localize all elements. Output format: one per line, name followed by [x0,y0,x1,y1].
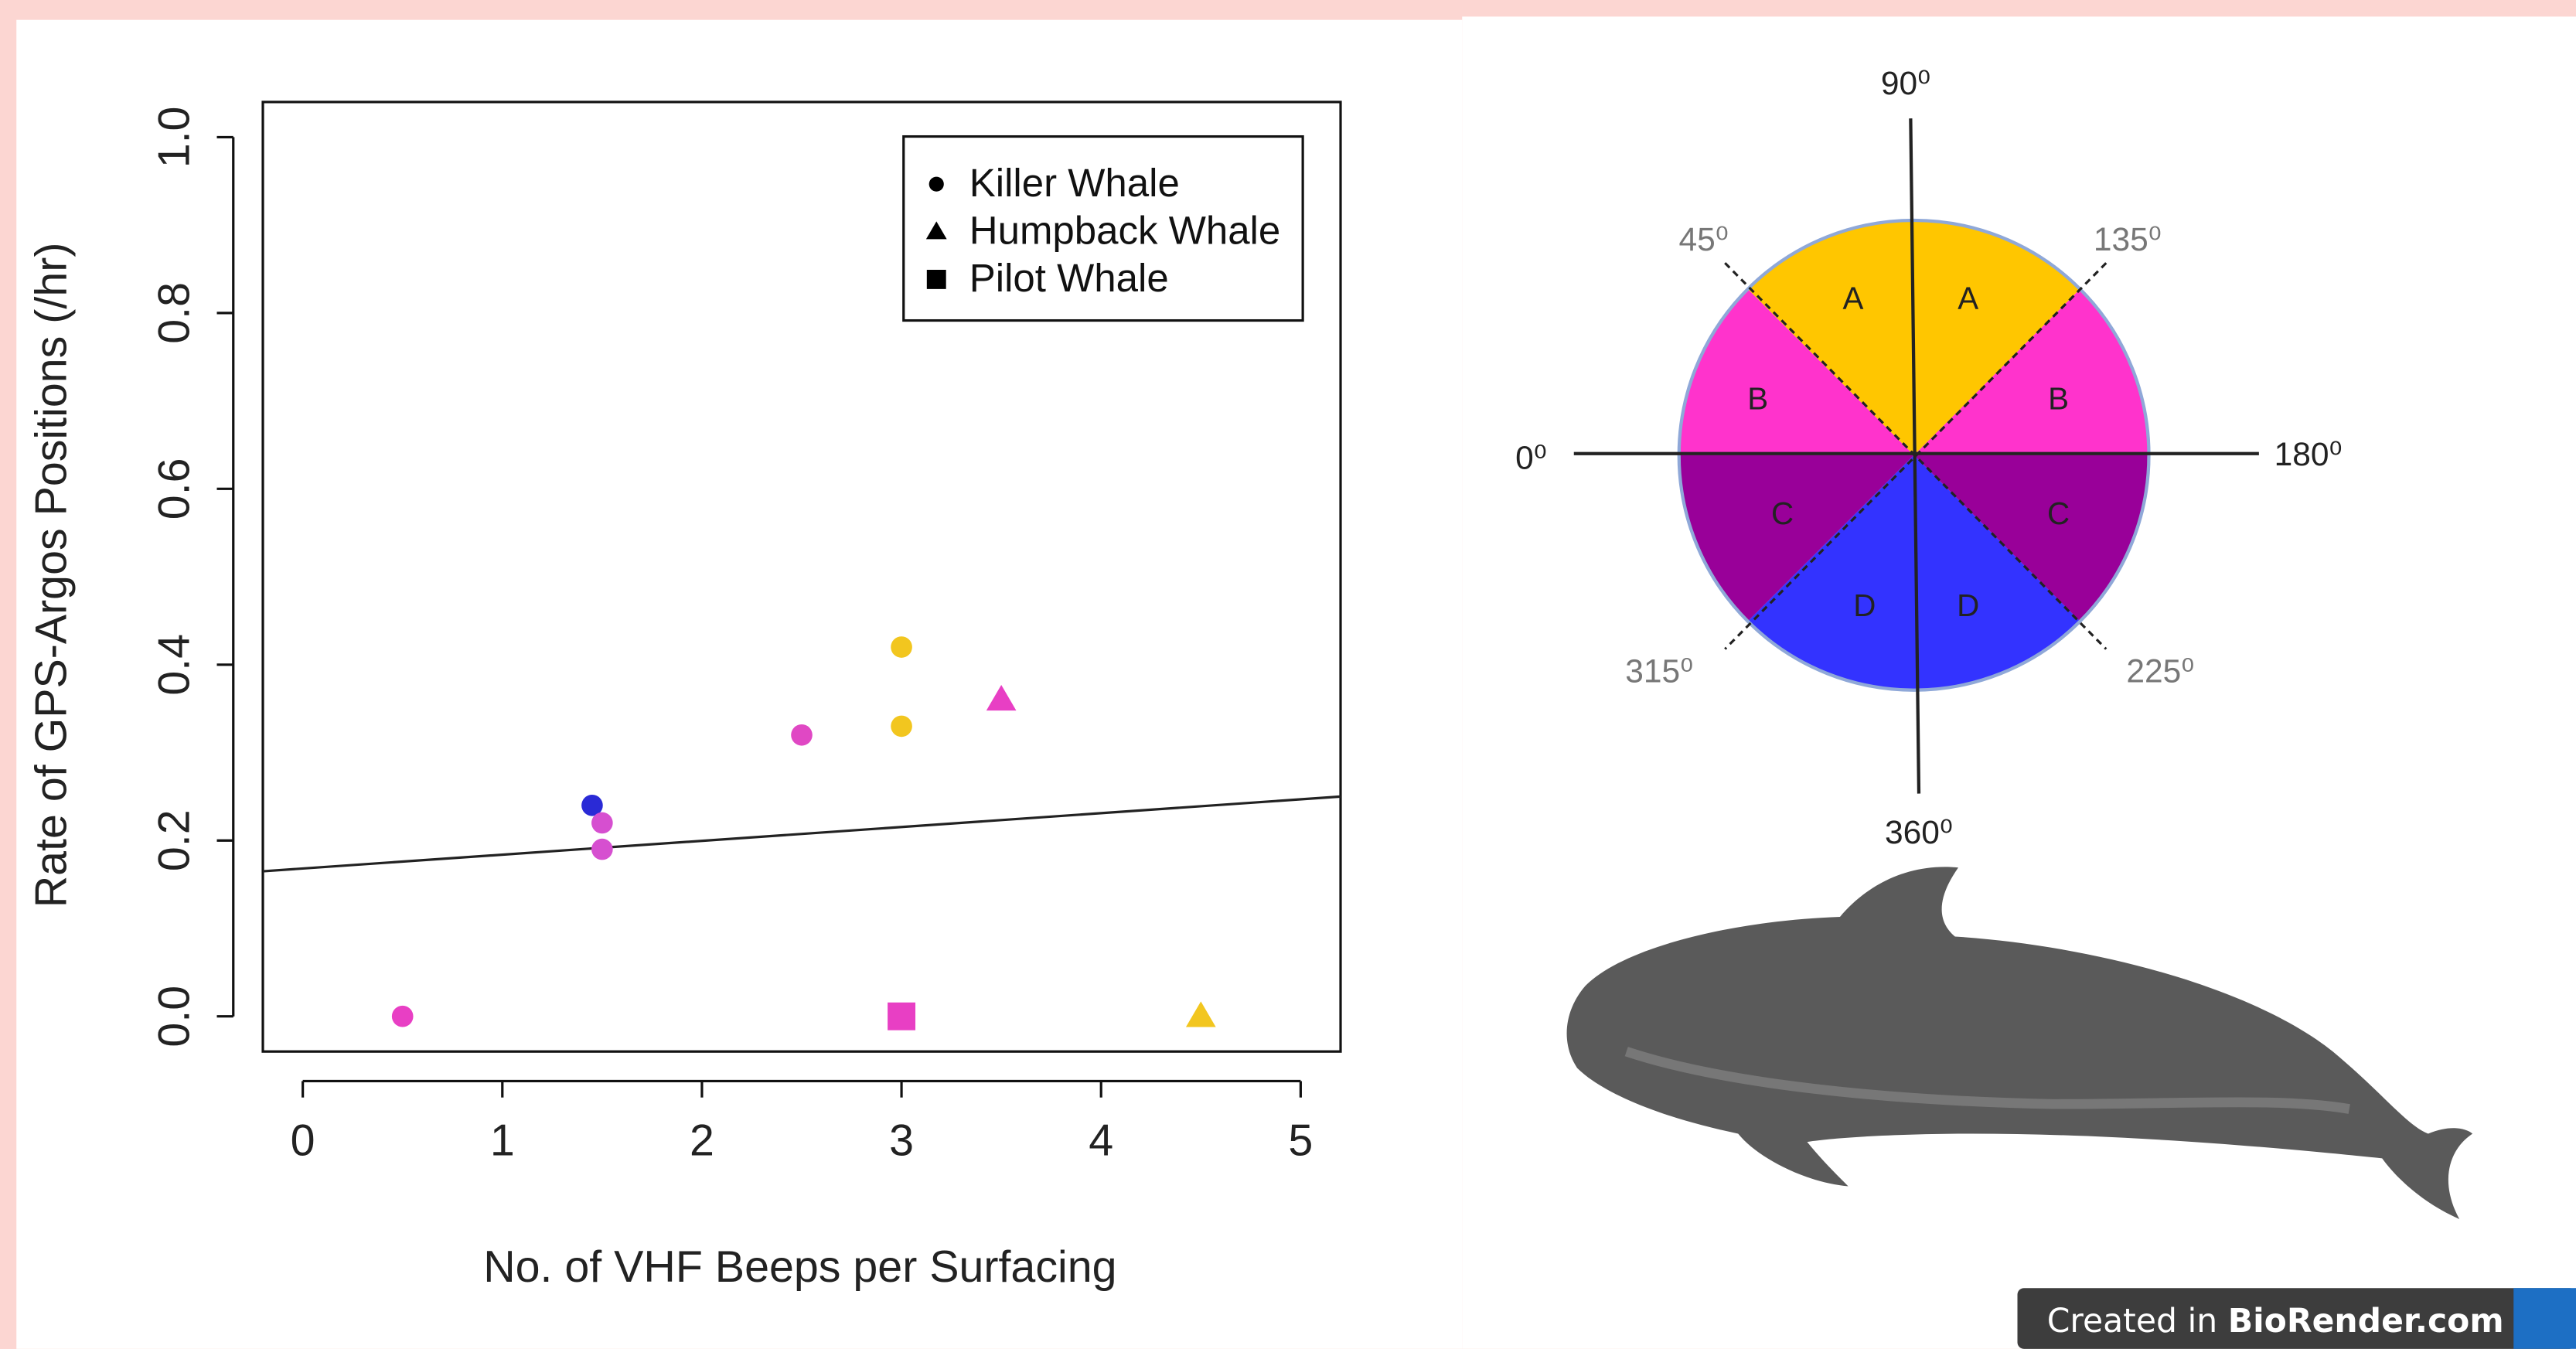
angle-label: 135⁰ [2094,222,2162,258]
point [888,1003,915,1030]
point [591,839,613,860]
x-axis-title: No. of VHF Beeps per Surfacing [483,1242,1116,1292]
badge-prefix: Created in [2047,1302,2228,1340]
badge-brand: BioRender.com [2228,1302,2504,1340]
legend-marker [927,270,946,289]
x-tick-label: 5 [1288,1116,1313,1165]
angle-label: 315⁰ [1625,654,1693,690]
angle-label: 45⁰ [1678,222,1728,258]
point [891,636,912,658]
sector-label: B [2048,380,2069,416]
angle-label: 90⁰ [1881,66,1930,102]
sector-label: A [1958,281,1978,316]
y-tick-label: 0.4 [150,634,199,696]
angle-label: 360⁰ [1885,815,1953,851]
legend-label: Humpback Whale [969,208,1281,252]
legend-marker [929,177,944,192]
angle-label: 180⁰ [2274,437,2343,473]
x-tick-label: 3 [889,1116,914,1165]
sector-label: B [1747,380,1768,416]
y-tick-label: 0.0 [150,986,199,1048]
point [891,716,912,738]
x-tick-label: 2 [690,1116,714,1165]
badge: Created in BioRender.com [2018,1288,2576,1349]
point [591,812,613,834]
sector-label: A [1843,281,1864,316]
angle-label: 0⁰ [1515,440,1547,476]
sector-label: C [2047,496,2070,531]
x-tick-label: 1 [490,1116,515,1165]
angle-label: 225⁰ [2126,654,2194,690]
point [791,724,813,746]
point [392,1006,414,1027]
page: No. of VHF Beeps per Surfacing Rate of G… [0,0,2576,1349]
sector-label: D [1853,588,1876,623]
sector-label: C [1771,496,1794,531]
y-tick-label: 0.8 [150,282,199,344]
y-axis-title: Rate of GPS-Argos Positions (/hr) [26,243,76,908]
x-tick-label: 0 [291,1116,315,1165]
legend-label: Killer Whale [969,161,1180,205]
x-tick-label: 4 [1089,1116,1113,1165]
y-tick-label: 0.2 [150,809,199,871]
figure: No. of VHF Beeps per Surfacing Rate of G… [0,0,2576,1349]
badge-logo [2513,1288,2576,1349]
y-tick-label: 1.0 [150,107,199,169]
badge-text: Created in BioRender.com [2047,1302,2504,1340]
sector-label: D [1957,588,1979,623]
legend-label: Pilot Whale [969,256,1169,300]
y-tick-label: 0.6 [150,458,199,520]
